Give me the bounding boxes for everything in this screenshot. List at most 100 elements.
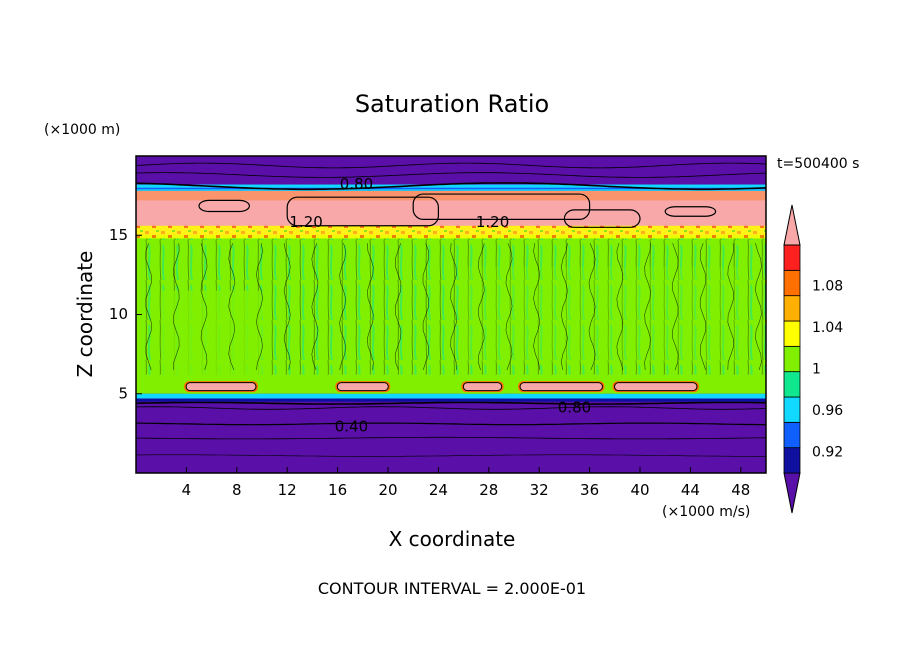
moist-blob xyxy=(614,382,698,392)
time-label: t=500400 s xyxy=(777,156,859,172)
contour-label: 1.20 xyxy=(476,213,509,231)
y-unit-label: (×1000 m) xyxy=(44,122,120,138)
contour-line xyxy=(136,422,766,426)
contour-line xyxy=(145,243,152,371)
colorbar-swatch xyxy=(783,269,801,297)
contour-line xyxy=(136,454,766,457)
colorbar-swatch xyxy=(783,421,801,449)
contour-line xyxy=(136,182,766,191)
contour-line xyxy=(412,193,591,220)
colorbar-label: 1.08 xyxy=(812,278,843,294)
speckle-band xyxy=(136,225,766,239)
contour-line xyxy=(286,196,440,227)
edge-band xyxy=(136,190,766,201)
contour-line xyxy=(394,243,402,371)
contour-line xyxy=(422,243,429,371)
contour-line xyxy=(588,243,596,371)
colorbar-swatch xyxy=(783,447,801,474)
contour-line xyxy=(136,162,766,169)
contour-line xyxy=(173,243,180,371)
colorbar-over-arrow xyxy=(783,204,801,246)
contour-line xyxy=(339,243,347,371)
contour-line xyxy=(477,243,485,371)
x-tick-label: 48 xyxy=(731,481,750,499)
colorbar-label: 0.92 xyxy=(812,444,843,460)
contour-line xyxy=(533,243,541,371)
contour-interval-footer: CONTOUR INTERVAL = 2.000E-01 xyxy=(318,579,586,598)
contour-line xyxy=(136,172,766,178)
saturation-layer xyxy=(136,400,766,473)
colorbar-swatch xyxy=(783,244,801,271)
x-tick-label: 8 xyxy=(232,481,242,499)
x-tick-label: 40 xyxy=(630,481,649,499)
x-axis-ticks: 4 8 12 16 20 24 28 32 36 40 44 48 xyxy=(182,467,750,499)
x-tick-label: 28 xyxy=(479,481,498,499)
contour-line xyxy=(200,243,208,371)
contour-line xyxy=(664,206,717,217)
contour-line xyxy=(228,243,236,371)
contour-line xyxy=(136,401,766,405)
colorbar-swatch xyxy=(783,371,801,398)
colorbar-swatch xyxy=(783,396,801,423)
transition-band-upper xyxy=(136,187,766,190)
contour-line xyxy=(699,243,707,371)
contour-line xyxy=(136,436,766,440)
contour-line xyxy=(727,243,735,371)
humid-region xyxy=(161,290,262,375)
colorbar-swatch xyxy=(783,345,801,373)
colorbar xyxy=(783,204,801,514)
contour-label: 0.40 xyxy=(335,418,368,436)
colorbar-label: 1.04 xyxy=(812,320,843,336)
x-tick-label: 36 xyxy=(580,481,599,499)
x-tick-label: 32 xyxy=(530,481,549,499)
contour-line xyxy=(198,199,251,213)
contour-line xyxy=(755,243,762,371)
transition-band-lower xyxy=(136,398,766,402)
x-tick-label: 4 xyxy=(182,481,192,499)
moist-blob xyxy=(336,382,389,392)
colorbar-label: 0.96 xyxy=(812,403,843,419)
y-tick-label: 5 xyxy=(118,384,128,402)
colorbar-labels: 1.08 1.04 1 0.96 0.92 xyxy=(812,278,843,460)
contour-label: 1.20 xyxy=(289,213,322,231)
saturation-layer xyxy=(136,156,766,188)
contour-line xyxy=(136,406,766,410)
chart-title: Saturation Ratio xyxy=(355,90,549,118)
colorbar-under-arrow xyxy=(783,472,801,514)
contour-label: 0.80 xyxy=(340,175,373,193)
moist-blob xyxy=(462,382,503,392)
x-unit-label: (×1000 m/s) xyxy=(662,504,750,520)
moist-blob xyxy=(185,382,257,392)
contour-line xyxy=(616,243,624,371)
x-tick-label: 16 xyxy=(328,481,347,499)
contour-line xyxy=(255,243,263,371)
x-tick-label: 44 xyxy=(681,481,700,499)
x-tick-label: 20 xyxy=(378,481,397,499)
contour-labels: 0.80 1.20 1.20 0.80 0.40 xyxy=(289,175,591,436)
colorbar-label: 1 xyxy=(812,361,821,377)
contour-lines xyxy=(136,162,766,457)
humid-region xyxy=(463,266,741,363)
y-axis-ticks: 5 10 15 xyxy=(109,226,142,402)
contour-label: 0.80 xyxy=(558,399,591,417)
contour-line xyxy=(450,243,457,371)
contour-line xyxy=(505,243,513,371)
moist-blob xyxy=(519,382,603,392)
contour-line xyxy=(672,243,679,371)
colorbar-swatch xyxy=(783,295,801,322)
contour-line xyxy=(644,243,651,371)
contour-line xyxy=(367,243,374,371)
contour-line xyxy=(560,243,568,371)
y-tick-label: 10 xyxy=(109,305,128,323)
y-axis-label: Z coordinate xyxy=(73,251,97,378)
saturation-field xyxy=(136,156,766,473)
contour-line xyxy=(563,209,641,228)
y-tick-label: 15 xyxy=(109,226,128,244)
contour-line xyxy=(283,243,291,371)
colorbar-swatch xyxy=(783,320,801,347)
x-axis-label: X coordinate xyxy=(389,527,516,551)
x-tick-label: 24 xyxy=(429,481,448,499)
x-tick-label: 12 xyxy=(278,481,297,499)
transition-band-lower xyxy=(136,393,766,401)
